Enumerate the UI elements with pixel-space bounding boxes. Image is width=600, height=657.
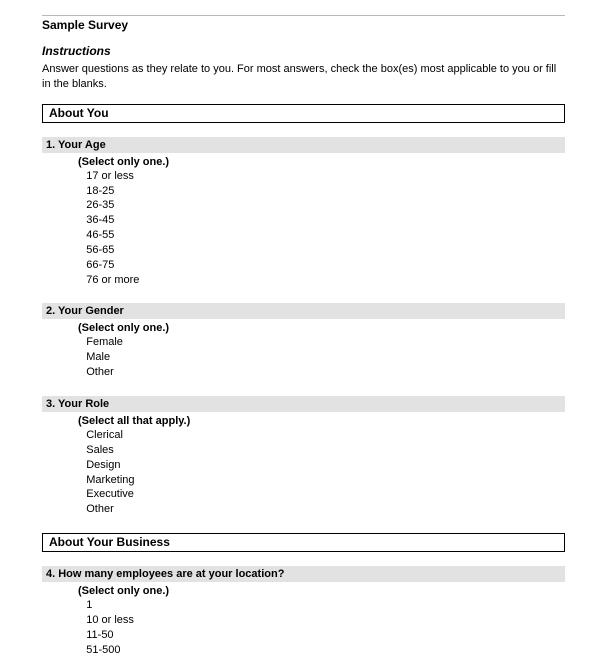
- checkbox-placeholder: [78, 274, 86, 286]
- option-item[interactable]: Other: [78, 365, 565, 380]
- question-header: 3. Your Role: [42, 396, 565, 412]
- checkbox-placeholder: [78, 259, 86, 271]
- checkbox-placeholder: [78, 459, 86, 471]
- options-list: 1 10 or less 11-50 51-500: [52, 598, 565, 657]
- option-label: 76 or more: [86, 274, 139, 286]
- question: 4. How many employees are at your locati…: [52, 566, 565, 657]
- option-item[interactable]: Marketing: [78, 473, 565, 488]
- option-item[interactable]: 66-75: [78, 258, 565, 273]
- option-item[interactable]: Design: [78, 458, 565, 473]
- option-item[interactable]: Female: [78, 335, 565, 350]
- checkbox-placeholder: [78, 444, 86, 456]
- options-list: Clerical Sales Design Marketing Executiv…: [52, 428, 565, 517]
- question: 3. Your Role(Select all that apply.) Cle…: [52, 396, 565, 517]
- option-item[interactable]: 17 or less: [78, 169, 565, 184]
- instructions-heading: Instructions: [42, 44, 565, 58]
- option-item[interactable]: 56-65: [78, 243, 565, 258]
- option-label: Female: [86, 336, 123, 348]
- option-label: 36-45: [86, 214, 114, 226]
- option-label: Male: [86, 351, 110, 363]
- option-item[interactable]: 1: [78, 598, 565, 613]
- option-item[interactable]: 26-35: [78, 198, 565, 213]
- option-item[interactable]: 36-45: [78, 213, 565, 228]
- option-label: Executive: [86, 488, 134, 500]
- option-label: Marketing: [86, 474, 134, 486]
- option-label: Clerical: [86, 429, 123, 441]
- option-item[interactable]: 46-55: [78, 228, 565, 243]
- checkbox-placeholder: [78, 351, 86, 363]
- question-hint: (Select all that apply.): [52, 412, 565, 428]
- section-header: About You: [42, 104, 565, 123]
- checkbox-placeholder: [78, 614, 86, 626]
- option-item[interactable]: Male: [78, 350, 565, 365]
- checkbox-placeholder: [78, 629, 86, 641]
- option-label: 66-75: [86, 259, 114, 271]
- question-header: 2. Your Gender: [42, 303, 565, 319]
- option-label: 46-55: [86, 229, 114, 241]
- checkbox-placeholder: [78, 599, 86, 611]
- option-label: 10 or less: [86, 614, 134, 626]
- option-label: 26-35: [86, 199, 114, 211]
- checkbox-placeholder: [78, 185, 86, 197]
- option-item[interactable]: Clerical: [78, 428, 565, 443]
- option-label: Other: [86, 503, 114, 515]
- checkbox-placeholder: [78, 229, 86, 241]
- question: 1. Your Age(Select only one.) 17 or less…: [52, 137, 565, 288]
- instructions-text: Answer questions as they relate to you. …: [42, 62, 565, 92]
- option-item[interactable]: Executive: [78, 487, 565, 502]
- option-label: Other: [86, 366, 114, 378]
- option-item[interactable]: Other: [78, 502, 565, 517]
- question: 2. Your Gender(Select only one.) Female …: [52, 303, 565, 380]
- option-label: Sales: [86, 444, 114, 456]
- checkbox-placeholder: [78, 429, 86, 441]
- option-label: 1: [86, 599, 92, 611]
- checkbox-placeholder: [78, 503, 86, 515]
- checkbox-placeholder: [78, 336, 86, 348]
- checkbox-placeholder: [78, 170, 86, 182]
- option-item[interactable]: 18-25: [78, 184, 565, 199]
- question-hint: (Select only one.): [52, 319, 565, 335]
- option-item[interactable]: Sales: [78, 443, 565, 458]
- checkbox-placeholder: [78, 199, 86, 211]
- question-header: 1. Your Age: [42, 137, 565, 153]
- sections-container: About You1. Your Age(Select only one.) 1…: [42, 104, 565, 657]
- survey-title: Sample Survey: [42, 18, 565, 32]
- question-header: 4. How many employees are at your locati…: [42, 566, 565, 582]
- option-item[interactable]: 11-50: [78, 628, 565, 643]
- option-label: 17 or less: [86, 170, 134, 182]
- options-list: Female Male Other: [52, 335, 565, 380]
- checkbox-placeholder: [78, 474, 86, 486]
- options-list: 17 or less 18-25 26-35 36-45 46-55 56-65…: [52, 169, 565, 288]
- checkbox-placeholder: [78, 488, 86, 500]
- option-label: 11-50: [86, 629, 113, 641]
- checkbox-placeholder: [78, 366, 86, 378]
- option-item[interactable]: 10 or less: [78, 613, 565, 628]
- question-hint: (Select only one.): [52, 153, 565, 169]
- question-hint: (Select only one.): [52, 582, 565, 598]
- option-item[interactable]: 76 or more: [78, 273, 565, 288]
- option-label: 18-25: [86, 185, 114, 197]
- section-header: About Your Business: [42, 533, 565, 552]
- option-label: 56-65: [86, 244, 114, 256]
- top-rule: [42, 15, 565, 16]
- checkbox-placeholder: [78, 214, 86, 226]
- checkbox-placeholder: [78, 244, 86, 256]
- option-label: Design: [86, 459, 120, 471]
